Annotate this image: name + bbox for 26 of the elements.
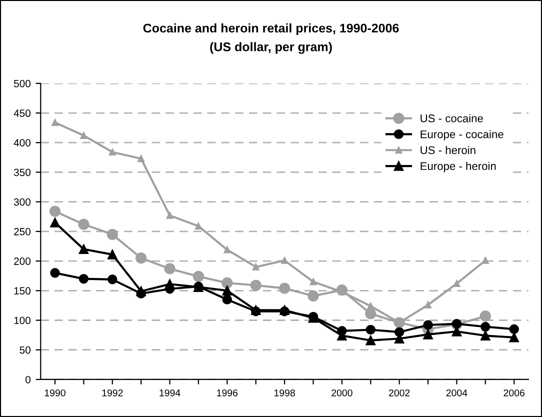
legend-label: US - heroin <box>420 146 476 154</box>
chart-title: Cocaine and heroin retail prices, 1990-2006 <box>143 23 399 36</box>
x-tick-label: 1994 <box>160 389 180 396</box>
x-tick-label: 2004 <box>446 389 468 396</box>
x-tick-label: 2006 <box>504 389 524 396</box>
legend-label: Europe - heroin <box>420 162 496 172</box>
y-tick-label: 0 <box>26 376 31 384</box>
x-tick-label: 1990 <box>44 389 66 396</box>
y-tick-label: 300 <box>14 198 31 206</box>
x-tick-label: 2002 <box>389 389 410 396</box>
chart-subtitle: (US dollar, per gram) <box>210 42 332 54</box>
y-tick-label: 350 <box>14 168 31 176</box>
y-tick-label: 200 <box>14 258 31 265</box>
x-tick-label: 1992 <box>102 389 123 396</box>
y-tick-label: 400 <box>14 139 31 146</box>
legend-label: US - cocaine <box>420 114 483 122</box>
x-tick-label: 1998 <box>274 389 295 396</box>
y-tick-label: 450 <box>14 110 31 117</box>
y-tick-label: 150 <box>14 287 31 295</box>
y-tick-label: 100 <box>14 316 31 324</box>
y-tick-label: 250 <box>14 228 31 236</box>
x-tick-label: 2000 <box>332 389 352 396</box>
legend-label: Europe - cocaine <box>420 130 504 140</box>
y-tick-label: 500 <box>14 80 31 88</box>
x-tick-label: 1996 <box>217 389 238 396</box>
y-tick-label: 50 <box>20 346 31 354</box>
